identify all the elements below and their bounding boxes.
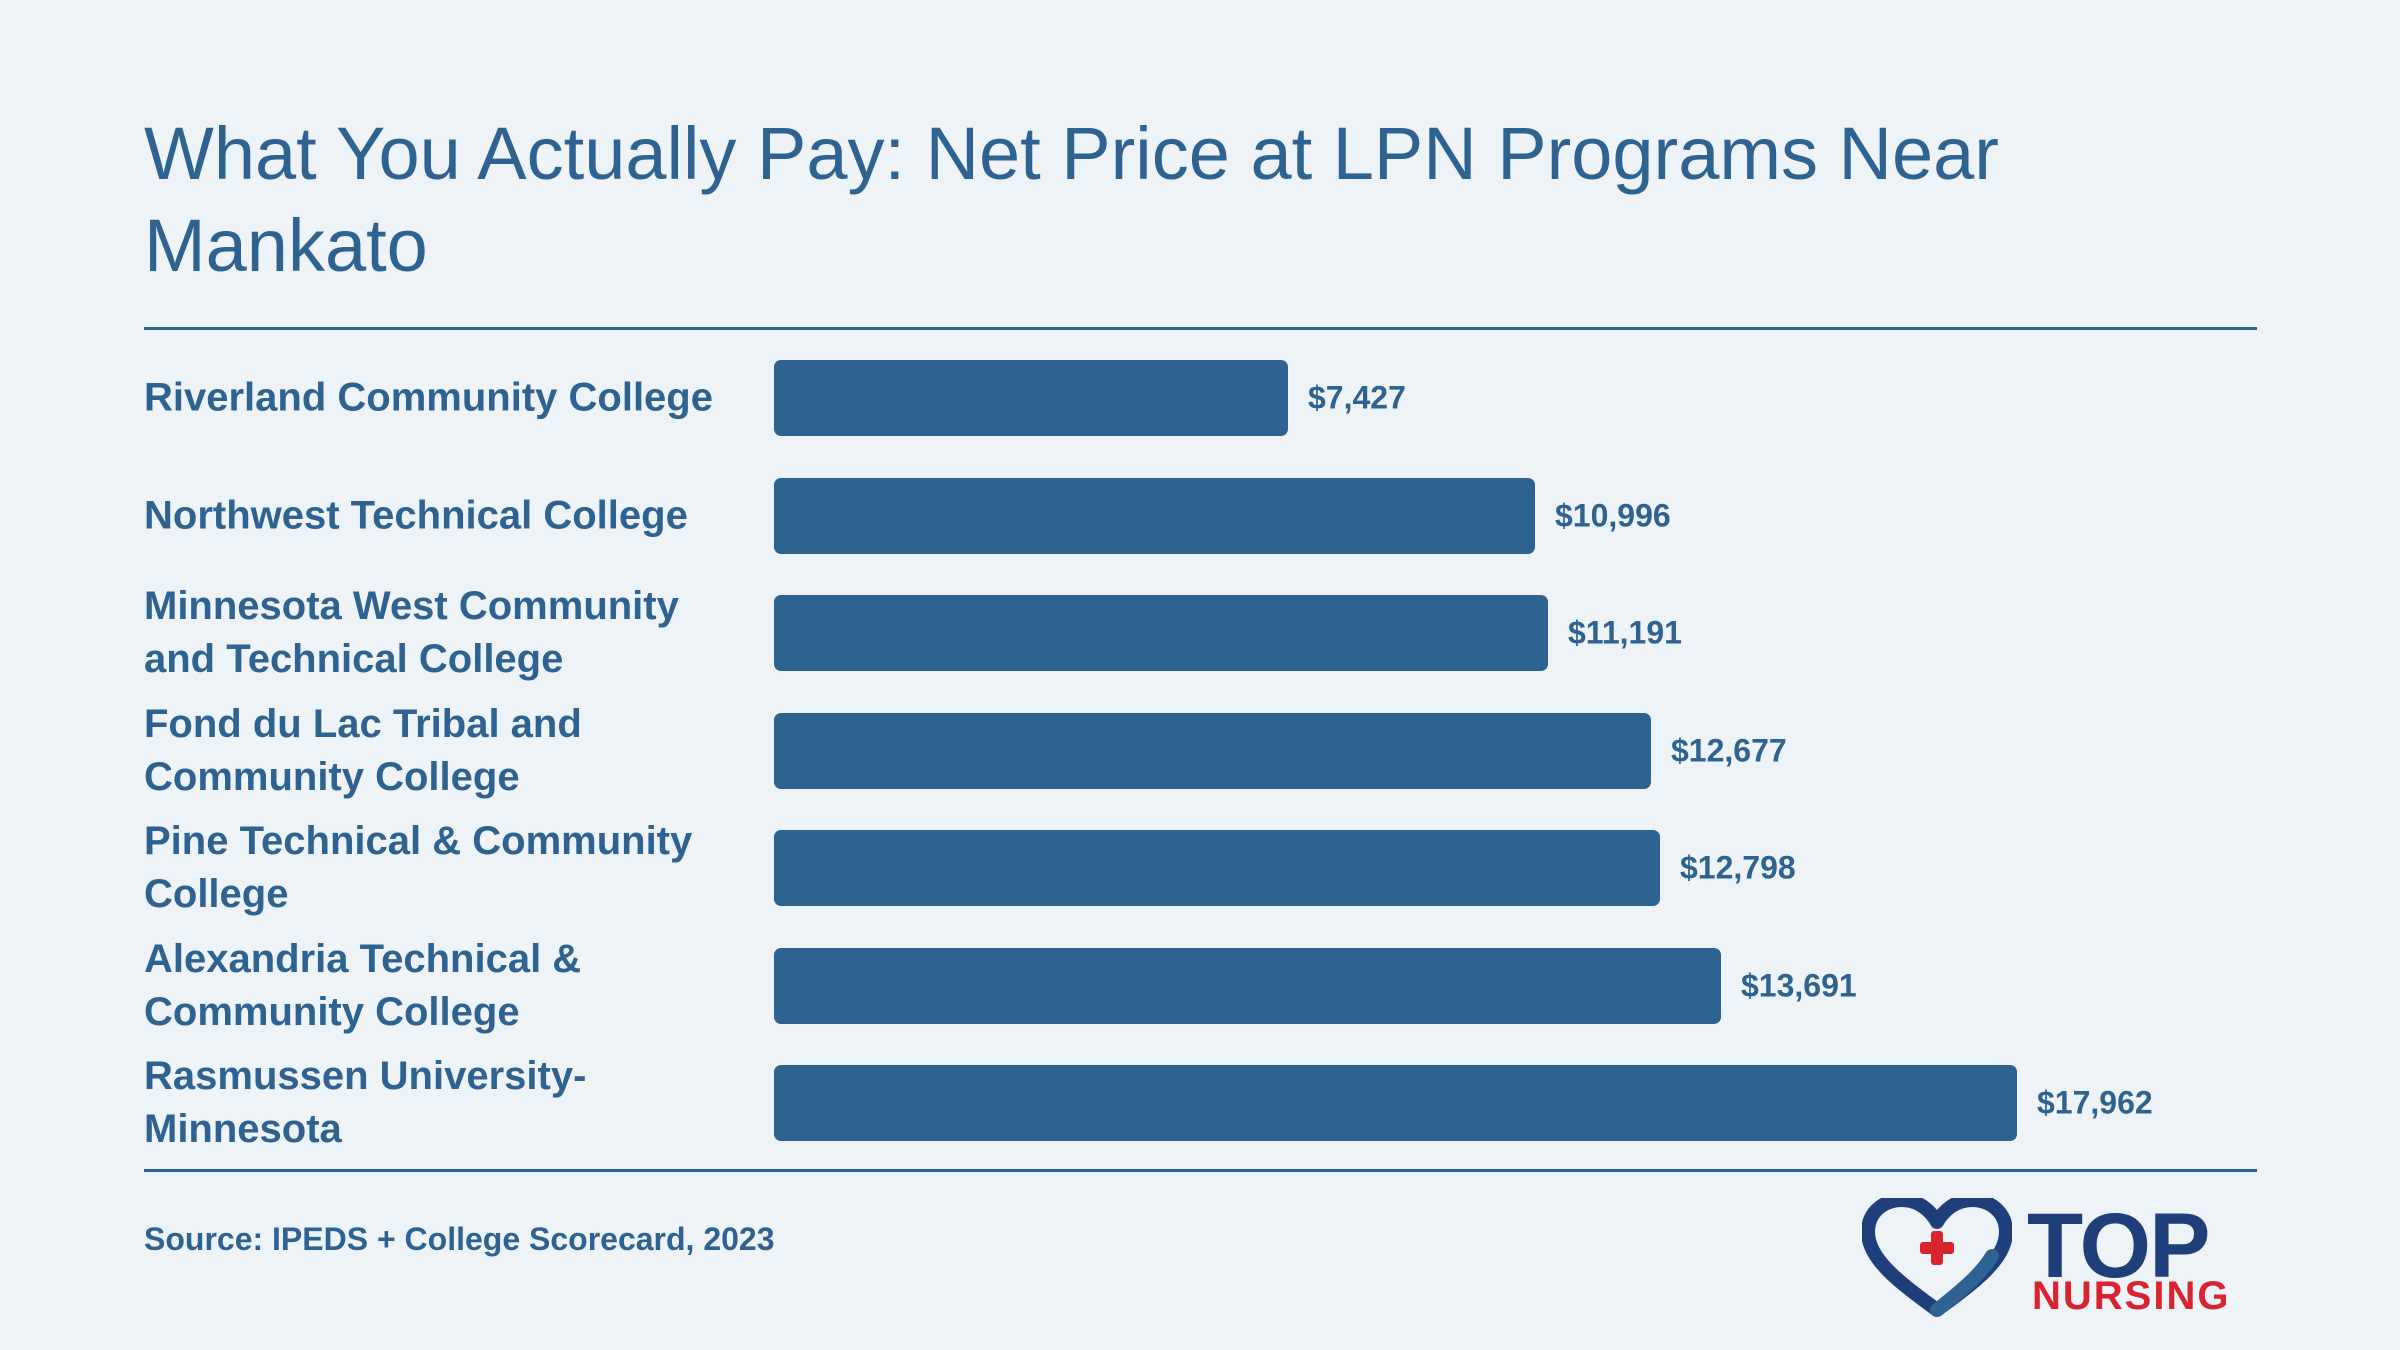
logo-top-text: TOP (2027, 1195, 2210, 1297)
bar-row: Minnesota West Community and Technical C… (144, 575, 2257, 692)
category-label: Riverland Community College (144, 375, 713, 420)
bar-row: Northwest Technical College $10,996 (144, 457, 2257, 574)
bar-row: Fond du Lac Tribal and Community College… (144, 692, 2257, 809)
logo-nursing-text: NURSING (2032, 1274, 2231, 1318)
top-divider (144, 327, 2257, 330)
bar (774, 947, 1721, 1024)
bar-value-label: $10,996 (1555, 497, 1671, 533)
category-label: Alexandria Technical & Community College (144, 936, 582, 1034)
top-nursing-logo: TOP NURSING (1862, 1198, 2262, 1318)
bar-value-label: $11,191 (1568, 614, 1682, 651)
category-label: Fond du Lac Tribal and Community College (144, 701, 582, 799)
chart-title: What You Actually Pay: Net Price at LPN … (144, 112, 1999, 287)
bar-value-label: $12,798 (1680, 849, 1796, 886)
bar (774, 477, 1535, 554)
bar-row: Alexandria Technical & Community College… (144, 927, 2257, 1044)
bar (774, 830, 1660, 906)
bar (774, 360, 1288, 436)
category-label: Minnesota West Community and Technical C… (144, 584, 679, 681)
bar (774, 595, 1548, 671)
heart-cross-icon (1862, 1198, 2012, 1317)
category-label: Rasmussen University-Minnesota (144, 1054, 587, 1151)
bar-row: Riverland Community College $7,427 (144, 340, 2257, 457)
bar-row: Rasmussen University-Minnesota $17,962 (144, 1045, 2257, 1162)
source-note: Source: IPEDS + College Scorecard, 2023 (144, 1221, 775, 1257)
bar-value-label: $12,677 (1671, 732, 1787, 768)
bar-value-label: $7,427 (1308, 379, 1406, 416)
bar-row: Pine Technical & Community College $12,79… (144, 810, 2257, 927)
category-label: Northwest Technical College (144, 493, 688, 537)
bar (774, 712, 1651, 789)
bar-value-label: $17,962 (2037, 1084, 2153, 1121)
bar-value-label: $13,691 (1741, 967, 1857, 1003)
bottom-divider (144, 1169, 2257, 1172)
category-label: Pine Technical & Community College (144, 819, 693, 916)
bar (774, 1065, 2017, 1141)
